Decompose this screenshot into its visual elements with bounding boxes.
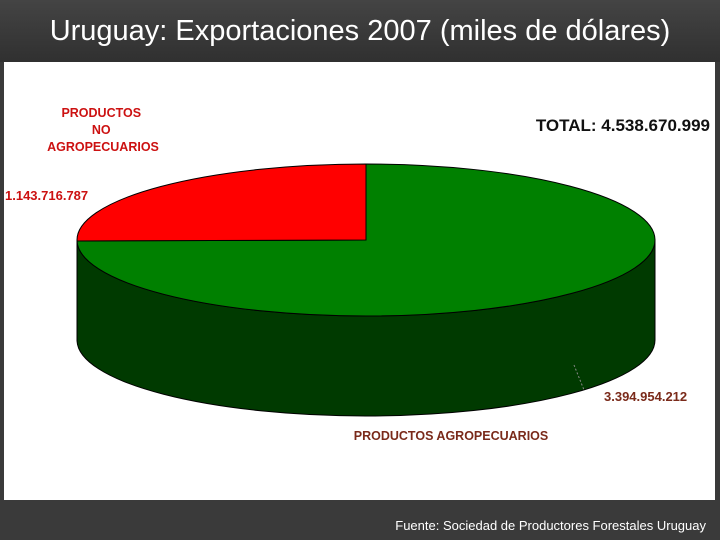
pie-chart: TOTAL: 4.538.670.999 PRODUCTOS NO AGROPE… bbox=[5, 106, 710, 443]
legend-label-non-agro: PRODUCTOS NO AGROPECUARIOS bbox=[47, 106, 159, 154]
value-label-non-agro: 1.143.716.787 bbox=[5, 188, 88, 203]
source-note: Fuente: Sociedad de Productores Forestal… bbox=[395, 518, 706, 533]
legend-label-non-agro-line-3: AGROPECUARIOS bbox=[47, 140, 159, 154]
total-label: TOTAL: 4.538.670.999 bbox=[536, 116, 710, 135]
value-label-agro: 3.394.954.212 bbox=[604, 389, 687, 404]
leader-line-agro bbox=[573, 364, 585, 391]
chart-panel: TOTAL: 4.538.670.999 PRODUCTOS NO AGROPE… bbox=[4, 62, 715, 500]
slide-title: Uruguay: Exportaciones 2007 (miles de dó… bbox=[0, 0, 720, 62]
legend-label-non-agro-line-2: NO bbox=[92, 123, 111, 137]
pie-layer bbox=[76, 163, 656, 417]
legend-label-non-agro-line-1: PRODUCTOS bbox=[61, 106, 141, 120]
legend-label-agro: PRODUCTOS AGROPECUARIOS bbox=[354, 429, 548, 443]
pie-slice-1 bbox=[76, 163, 367, 242]
